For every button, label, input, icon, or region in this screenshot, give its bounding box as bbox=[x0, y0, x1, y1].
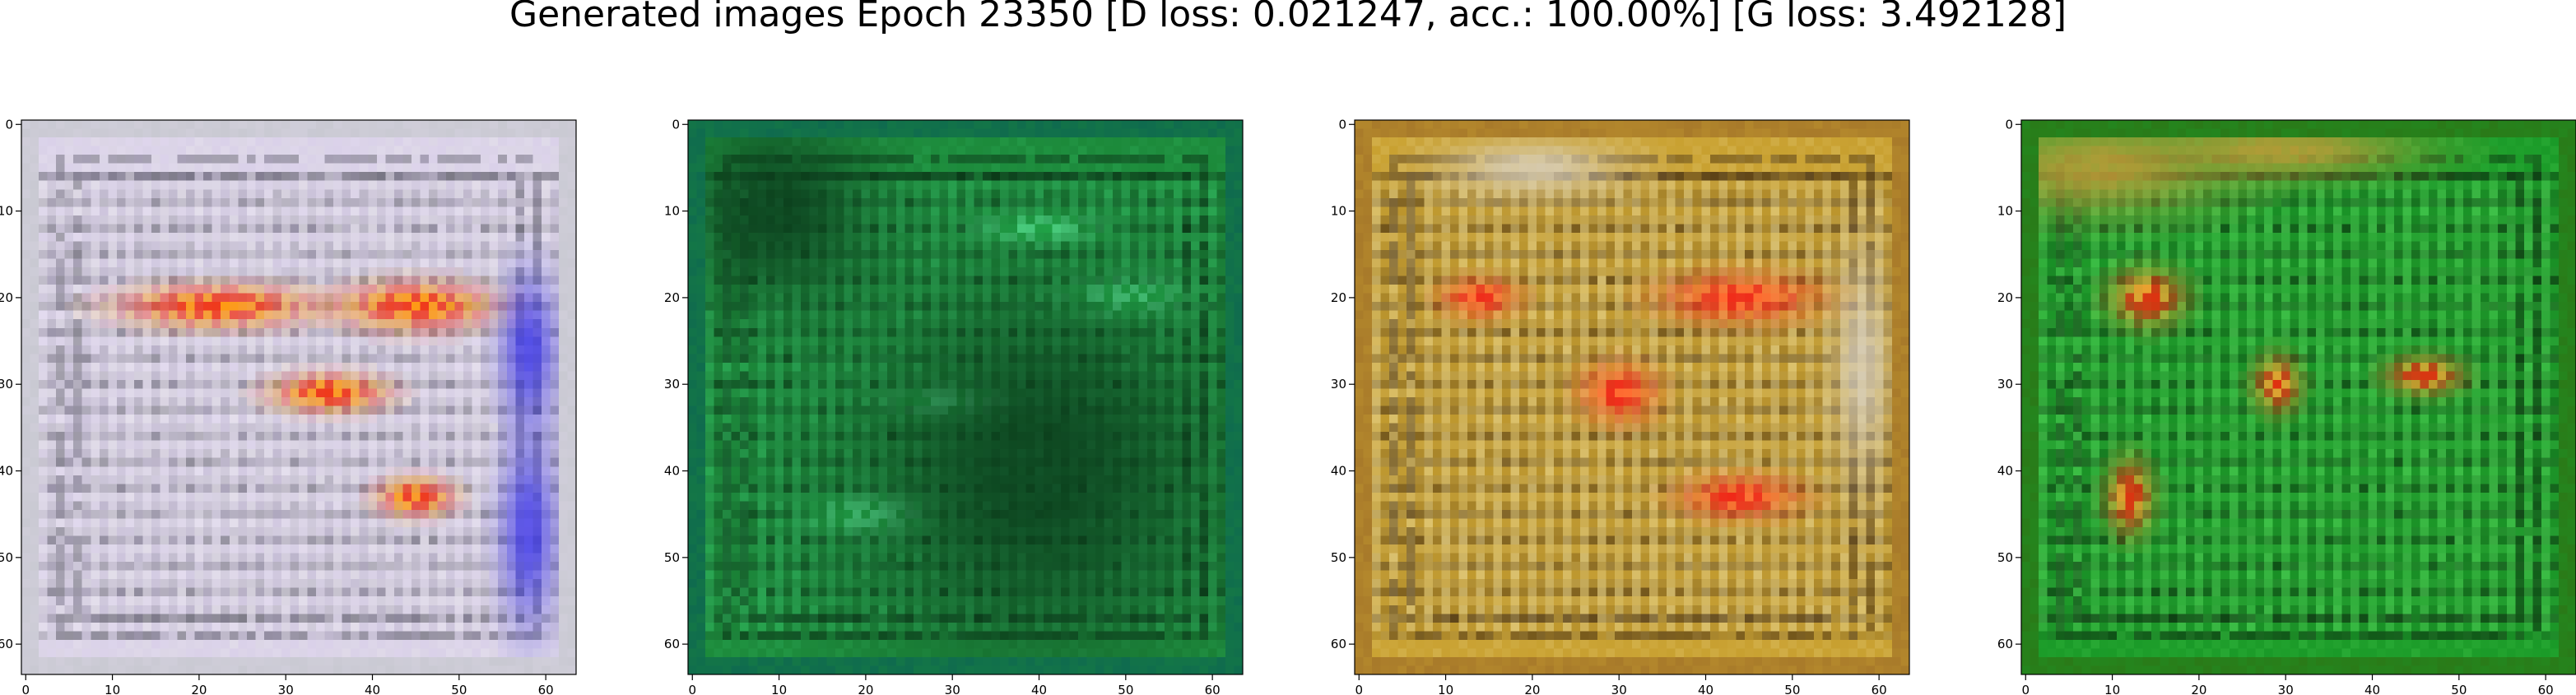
x-tick-label: 20 bbox=[191, 683, 207, 695]
y-tick-label: 0 bbox=[2005, 117, 2013, 132]
x-tick-label: 60 bbox=[1872, 683, 1887, 695]
y-tick-label: 10 bbox=[0, 204, 13, 219]
y-tick-label: 30 bbox=[1997, 377, 2013, 392]
y-tick-label: 30 bbox=[0, 377, 13, 392]
axes-frame bbox=[687, 119, 1244, 675]
x-tick-label: 10 bbox=[771, 683, 787, 695]
generated-image bbox=[1355, 120, 1910, 675]
x-tick-label: 20 bbox=[858, 683, 873, 695]
y-tick-label: 0 bbox=[1338, 117, 1346, 132]
x-tick-label: 60 bbox=[1205, 683, 1221, 695]
x-tick-label: 20 bbox=[1524, 683, 1540, 695]
figure-title: Generated images Epoch 23350 [D loss: 0.… bbox=[509, 0, 2067, 35]
x-tick-label: 50 bbox=[2451, 683, 2467, 695]
y-tick-label: 20 bbox=[1997, 290, 2013, 305]
x-tick-label: 30 bbox=[278, 683, 294, 695]
x-tick-label: 30 bbox=[945, 683, 960, 695]
y-tick-label: 50 bbox=[0, 550, 13, 565]
x-tick-label: 20 bbox=[2191, 683, 2206, 695]
x-tick-label: 0 bbox=[2021, 683, 2030, 695]
y-tick-label: 10 bbox=[1997, 204, 2013, 219]
x-tick-label: 0 bbox=[21, 683, 30, 695]
generated-image bbox=[21, 120, 577, 675]
y-tick-label: 20 bbox=[0, 290, 13, 305]
x-tick-label: 40 bbox=[1031, 683, 1047, 695]
x-tick-label: 40 bbox=[2364, 683, 2380, 695]
y-tick-label: 40 bbox=[0, 464, 13, 479]
y-tick-label: 40 bbox=[1331, 464, 1346, 479]
image-panel: 0 10 20 30 40 50 60 0 10 20 30 40 50 60 bbox=[0, 117, 577, 695]
x-tick-label: 60 bbox=[2538, 683, 2554, 695]
axes-frame bbox=[1354, 119, 1910, 675]
y-tick-label: 40 bbox=[1997, 464, 2013, 479]
y-tick-label: 0 bbox=[5, 117, 13, 132]
y-tick-label: 20 bbox=[1331, 290, 1346, 305]
x-tick-label: 50 bbox=[1784, 683, 1800, 695]
x-tick-label: 0 bbox=[688, 683, 696, 695]
x-tick-label: 60 bbox=[538, 683, 554, 695]
axes-frame bbox=[2020, 119, 2576, 675]
y-tick-label: 10 bbox=[664, 204, 680, 219]
y-tick-label: 10 bbox=[1331, 204, 1346, 219]
x-tick-label: 10 bbox=[2104, 683, 2120, 695]
x-tick-label: 0 bbox=[1355, 683, 1363, 695]
y-tick-label: 20 bbox=[664, 290, 680, 305]
y-tick-label: 40 bbox=[664, 464, 680, 479]
y-tick-label: 50 bbox=[1997, 550, 2013, 565]
y-tick-label: 60 bbox=[1331, 637, 1346, 651]
x-tick-label: 50 bbox=[1118, 683, 1133, 695]
y-tick-label: 0 bbox=[672, 117, 680, 132]
x-tick-label: 40 bbox=[365, 683, 380, 695]
y-tick-label: 50 bbox=[1331, 550, 1346, 565]
x-tick-label: 10 bbox=[1438, 683, 1453, 695]
x-tick-label: 30 bbox=[2278, 683, 2294, 695]
axes-frame bbox=[21, 119, 577, 675]
generated-image bbox=[688, 120, 1244, 675]
generated-image bbox=[2021, 120, 2576, 675]
image-panel: 0 10 20 30 40 50 60 0 10 20 30 40 50 60 bbox=[1331, 117, 1910, 695]
y-tick-label: 60 bbox=[664, 637, 680, 651]
x-tick-label: 10 bbox=[105, 683, 120, 695]
image-panel: 0 10 20 30 40 50 60 0 10 20 30 40 50 60 bbox=[664, 117, 1244, 695]
y-tick-label: 60 bbox=[1997, 637, 2013, 651]
x-tick-label: 50 bbox=[451, 683, 467, 695]
x-tick-label: 30 bbox=[1611, 683, 1627, 695]
y-tick-label: 60 bbox=[0, 637, 13, 651]
y-tick-label: 30 bbox=[664, 377, 680, 392]
y-tick-label: 50 bbox=[664, 550, 680, 565]
image-panel: 0 10 20 30 40 50 60 0 10 20 30 40 50 60 bbox=[1997, 117, 2576, 695]
y-tick-label: 30 bbox=[1331, 377, 1346, 392]
x-tick-label: 40 bbox=[1698, 683, 1713, 695]
